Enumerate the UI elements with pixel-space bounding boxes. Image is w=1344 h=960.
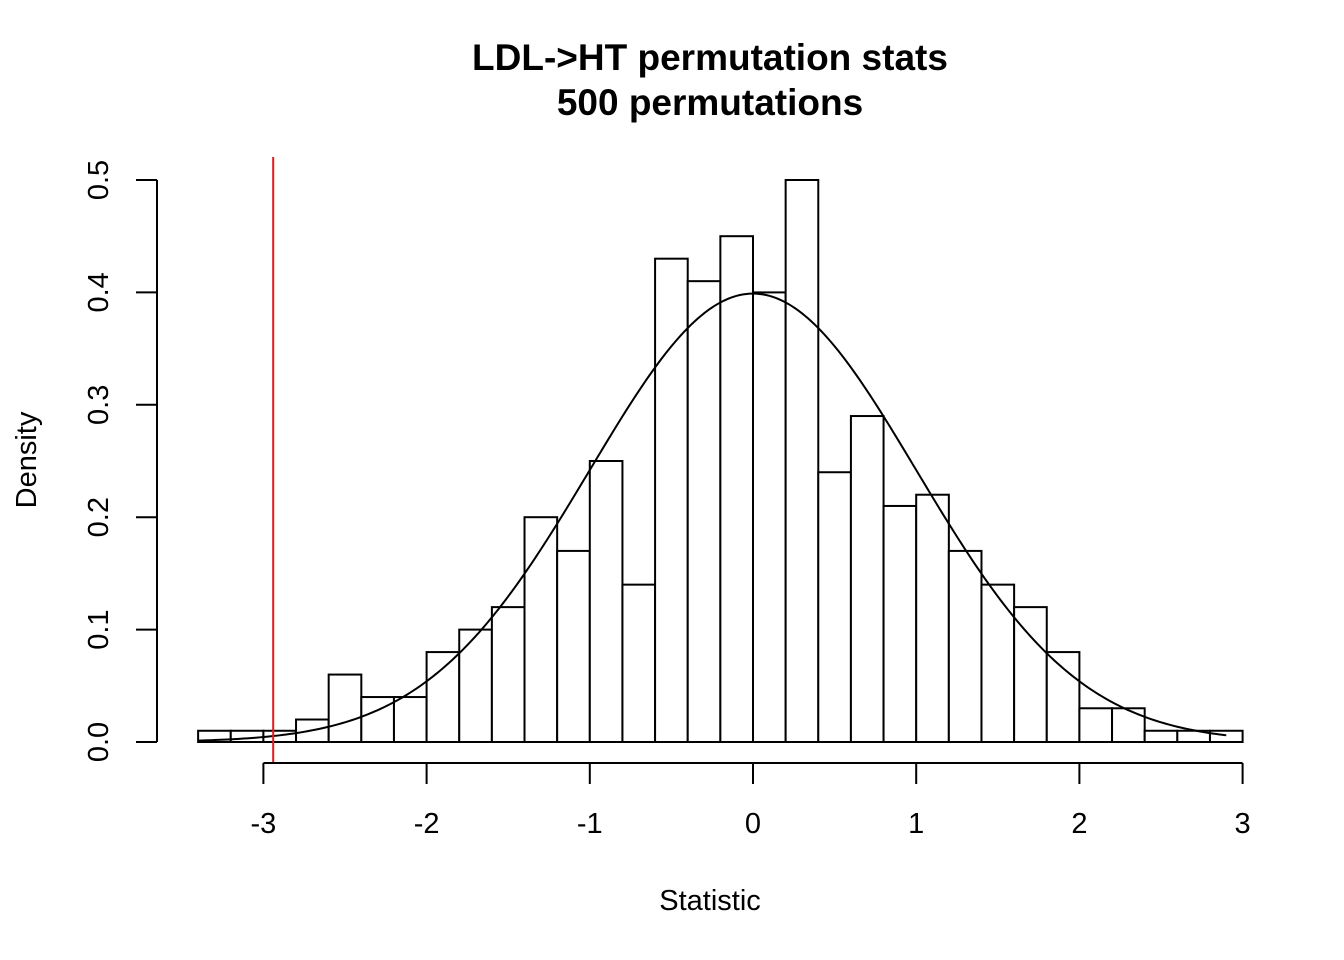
- x-axis-label: Statistic: [659, 885, 761, 917]
- histogram-bars: [197, 179, 1244, 744]
- histogram-bar: [458, 628, 493, 743]
- y-tick-label: 0.2: [83, 497, 115, 537]
- x-tick-label: 3: [1235, 808, 1251, 840]
- x-tick-label: 1: [908, 808, 924, 840]
- x-tick-label: -3: [251, 808, 277, 840]
- histogram-bar: [980, 583, 1016, 744]
- histogram-bar: [327, 673, 363, 743]
- histogram-bar: [229, 729, 265, 744]
- histogram-bar: [784, 179, 820, 743]
- y-axis-label: Density: [11, 411, 43, 508]
- histogram-bar: [1111, 707, 1146, 744]
- chart-subtitle: 500 permutations: [557, 82, 863, 123]
- histogram-bar: [1045, 651, 1081, 744]
- histogram-bar: [1013, 606, 1048, 743]
- x-tick-label: -2: [414, 808, 440, 840]
- histogram-bar: [1078, 707, 1114, 744]
- histogram-bar: [588, 460, 624, 743]
- histogram-bar: [425, 651, 461, 744]
- histogram-bar: [490, 606, 526, 743]
- histogram-bar: [1143, 729, 1179, 744]
- y-tick-label: 0.4: [83, 272, 115, 312]
- histogram-bar: [817, 471, 852, 743]
- y-tick-label: 0.5: [83, 160, 115, 200]
- x-axis: -3 -2 -1 0 1 2 3: [251, 762, 1251, 840]
- x-tick-label: 0: [745, 808, 761, 840]
- histogram-bar: [621, 583, 657, 744]
- y-tick-label: 0.3: [83, 385, 115, 425]
- histogram-bar: [849, 415, 885, 743]
- histogram-bar: [947, 549, 983, 743]
- chart-title: LDL->HT permutation stats: [472, 37, 948, 78]
- histogram-bar: [654, 257, 689, 743]
- histogram-bar: [556, 549, 591, 743]
- normal-density-curve: [198, 292, 1227, 742]
- x-tick-label: 2: [1071, 808, 1087, 840]
- histogram-bar: [915, 493, 950, 743]
- histogram-bar: [882, 504, 918, 743]
- histogram-bar: [392, 696, 428, 743]
- y-tick-label: 0.0: [83, 722, 115, 762]
- x-tick-label: -1: [577, 808, 603, 840]
- normal-curve-layer: [198, 292, 1227, 742]
- y-tick-label: 0.1: [83, 609, 115, 649]
- histogram-bar: [1208, 729, 1244, 744]
- histogram-bar: [719, 235, 754, 743]
- histogram-bar: [686, 280, 722, 743]
- histogram-bar: [523, 516, 559, 744]
- histogram-bar: [752, 291, 787, 743]
- y-axis: 0.0 0.1 0.2 0.3 0.4 0.5: [83, 160, 158, 762]
